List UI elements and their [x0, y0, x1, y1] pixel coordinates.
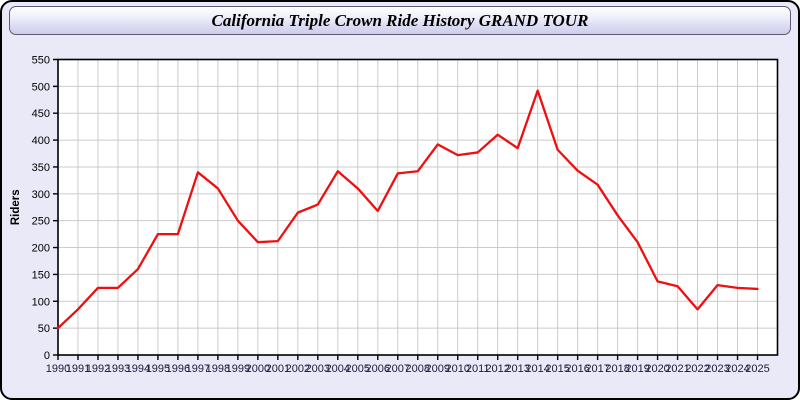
y-tick-label: 550 [32, 55, 50, 67]
window-title: California Triple Crown Ride History GRA… [211, 10, 589, 30]
x-tick-label: 2015 [545, 363, 569, 375]
y-tick-label: 200 [32, 243, 50, 255]
y-tick-label: 400 [32, 135, 50, 147]
y-tick-label: 450 [32, 108, 50, 120]
x-tick-label: 2018 [605, 363, 629, 375]
y-tick-label: 150 [32, 269, 50, 281]
data-line-riders [56, 89, 759, 330]
y-tick-label: 100 [32, 296, 50, 308]
x-tick-label: 2004 [326, 363, 350, 375]
x-tick-label: 2006 [366, 363, 390, 375]
x-tick-label: 2008 [406, 363, 430, 375]
x-tick-label: 2025 [745, 363, 769, 375]
y-tick-label: 300 [32, 189, 50, 201]
x-tick-label: 2012 [485, 363, 509, 375]
y-tick-label: 0 [44, 350, 50, 362]
y-axis-title: Riders [10, 189, 22, 225]
x-tick-label: 1997 [186, 363, 210, 375]
x-tick-label: 2014 [525, 363, 549, 375]
x-tick-label: 2024 [725, 363, 749, 375]
x-tick-label: 1991 [66, 363, 90, 375]
x-tick-label: 1993 [106, 363, 130, 375]
x-tick-label: 2007 [386, 363, 410, 375]
x-tick-label: 2019 [625, 363, 649, 375]
x-tick-label: 2021 [665, 363, 689, 375]
x-tick-label: 2010 [445, 363, 469, 375]
x-tick-label: 2023 [705, 363, 729, 375]
x-tick-label: 2003 [306, 363, 330, 375]
x-axis: 1990199119921993199419951996199719981999… [46, 355, 770, 375]
x-tick-label: 1999 [226, 363, 250, 375]
x-tick-label: 2000 [246, 363, 270, 375]
x-tick-label: 2013 [505, 363, 529, 375]
x-tick-label: 2022 [685, 363, 709, 375]
x-tick-label: 2016 [565, 363, 589, 375]
x-tick-label: 2002 [286, 363, 310, 375]
x-tick-label: 2009 [425, 363, 449, 375]
y-tick-label: 350 [32, 162, 50, 174]
x-tick-label: 1995 [146, 363, 170, 375]
x-tick-label: 2005 [346, 363, 370, 375]
x-tick-label: 2020 [645, 363, 669, 375]
x-tick-label: 1990 [46, 363, 70, 375]
window-titlebar: California Triple Crown Ride History GRA… [9, 6, 791, 35]
y-axis: 0 50 100 150 200 250 300 350 400 450 500 550 [32, 55, 58, 362]
x-tick-label: 1992 [86, 363, 110, 375]
x-tick-label: 2011 [466, 363, 490, 375]
x-tick-label: 1998 [206, 363, 230, 375]
gridlines [58, 59, 778, 355]
y-tick-label: 500 [32, 81, 50, 93]
y-tick-label: 250 [32, 216, 50, 228]
x-tick-label: 1996 [166, 363, 190, 375]
x-tick-label: 1994 [126, 363, 150, 375]
y-tick-label: 50 [38, 323, 50, 335]
x-tick-label: 2001 [266, 363, 290, 375]
x-tick-label: 2017 [585, 363, 609, 375]
